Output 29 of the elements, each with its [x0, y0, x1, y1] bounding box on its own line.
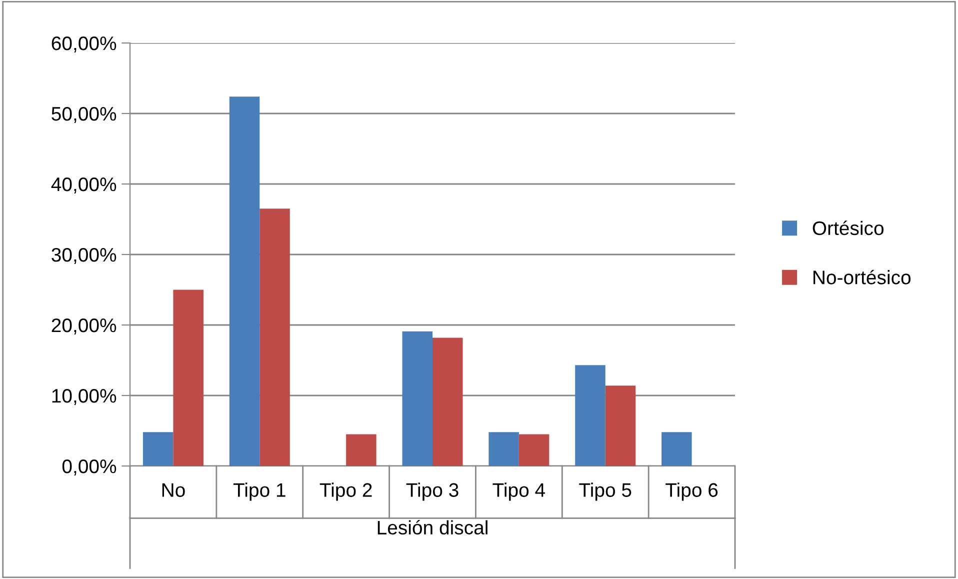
x-tick-label: No — [162, 483, 185, 497]
bar — [142, 432, 174, 466]
bar — [432, 338, 463, 466]
x-tick-label: Tipo 2 — [320, 482, 372, 501]
bar — [575, 365, 606, 466]
bar — [173, 290, 204, 466]
y-tick-label: 20,00% — [52, 318, 116, 335]
y-tick-label: 0,00% — [62, 459, 116, 476]
y-tick-label: 30,00% — [52, 248, 116, 264]
x-tick-label: Tipo 6 — [666, 482, 718, 501]
bar — [346, 434, 376, 466]
bar — [488, 432, 519, 466]
bar — [229, 96, 260, 466]
bar — [402, 331, 432, 466]
bar — [260, 208, 290, 466]
x-tick-label: Tipo 1 — [233, 482, 286, 501]
y-tick-label: 50,00% — [52, 106, 116, 124]
x-axis-title: Lesión discal — [378, 520, 488, 535]
x-tick-label: Tipo 3 — [406, 482, 458, 501]
y-tick-label: 60,00% — [52, 36, 116, 53]
y-tick-label: 10,00% — [52, 388, 116, 406]
x-tick-label: Tipo 5 — [579, 482, 632, 501]
legend-label: Ortésico — [812, 220, 884, 236]
y-tick-label: 40,00% — [51, 177, 116, 194]
x-tick-label: Tipo 4 — [492, 482, 546, 501]
legend-label: No-ortésico — [814, 270, 911, 284]
bar — [518, 434, 550, 466]
bar — [662, 432, 692, 466]
bar — [605, 386, 636, 466]
